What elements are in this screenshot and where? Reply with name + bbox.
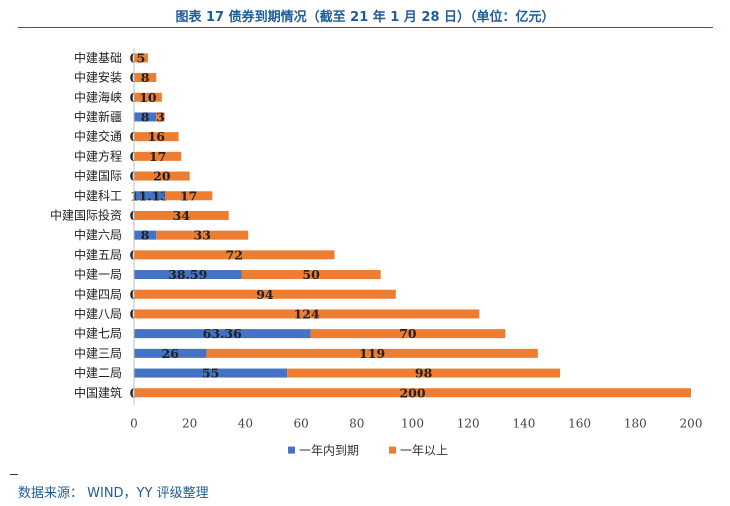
bar-over-one-year (134, 388, 691, 398)
bar-over-one-year (310, 329, 506, 339)
x-tick-label: 20 (182, 417, 197, 431)
bar-within-one-year (134, 368, 288, 378)
data-label: 26 (162, 346, 180, 361)
data-label: 8 (141, 228, 150, 243)
x-tick-label: 200 (680, 417, 703, 431)
data-label: 63.36 (203, 326, 242, 341)
bar-within-one-year (134, 191, 165, 201)
data-label: 124 (294, 306, 320, 321)
category-label: 中建四局 (74, 286, 122, 301)
x-tick-label: 80 (349, 417, 364, 431)
bar-within-one-year (134, 230, 157, 240)
data-label: 119 (359, 346, 385, 361)
x-tick-label: 0 (130, 417, 138, 431)
category-label: 中建五局 (74, 247, 122, 262)
data-label: 8 (141, 109, 150, 124)
category-label: 中建二局 (74, 365, 122, 380)
bar-over-one-year (134, 132, 179, 142)
x-tick-label: 40 (238, 417, 253, 431)
data-label: 98 (415, 366, 433, 381)
bar-chart: 中建基础05中建安装08中建海峡010中建新疆83中建交通016中建方程017中… (50, 48, 703, 458)
bar-over-one-year (134, 250, 335, 260)
category-label: 中国建筑 (74, 385, 122, 400)
bar-over-one-year (134, 53, 148, 63)
category-label: 中建新疆 (74, 109, 122, 124)
bar-over-one-year (156, 230, 249, 240)
bar-over-one-year (206, 348, 538, 358)
category-label: 中建科工 (74, 188, 122, 203)
footnote-divider (10, 474, 18, 475)
category-label: 中建安装 (74, 70, 122, 85)
data-label: 17 (180, 188, 197, 203)
data-label: 17 (149, 149, 166, 164)
chart-title: 图表 17 债券到期情况（截至 21 年 1 月 28 日）（单位：亿元） (175, 10, 555, 25)
bar-over-one-year (134, 92, 162, 102)
category-label: 中建一局 (74, 267, 122, 282)
legend-swatch-within (288, 446, 295, 454)
bar-over-one-year (164, 191, 213, 201)
data-label: 33 (194, 228, 211, 243)
bar-over-one-year (134, 309, 480, 319)
category-label: 中建交通 (74, 129, 122, 144)
data-label: 8 (141, 70, 150, 85)
legend-swatch-over (389, 446, 396, 454)
bar-over-one-year (156, 112, 165, 122)
bar-over-one-year (134, 210, 229, 220)
bar-within-one-year (134, 112, 157, 122)
data-label: 34 (173, 208, 191, 223)
category-label: 中建海峡 (74, 89, 122, 104)
x-tick-label: 160 (568, 417, 591, 431)
data-label: 55 (202, 366, 219, 381)
x-tick-label: 140 (512, 417, 535, 431)
bar-over-one-year (134, 151, 182, 161)
data-label: 20 (153, 169, 171, 184)
data-label: 94 (256, 287, 274, 302)
category-label: 中建国际投资 (50, 207, 122, 222)
data-label: 50 (302, 267, 320, 282)
x-tick-label: 120 (457, 417, 480, 431)
category-label: 中建基础 (74, 50, 122, 65)
legend-label-over: 一年以上 (400, 444, 448, 458)
bar-within-one-year (134, 270, 242, 280)
title-divider (18, 27, 713, 28)
x-tick-label: 180 (624, 417, 647, 431)
data-label: 5 (137, 50, 146, 65)
x-tick-label: 60 (293, 417, 308, 431)
bar-over-one-year (134, 73, 157, 83)
category-label: 中建三局 (74, 345, 122, 360)
data-label: 11.13 (130, 188, 169, 203)
bar-over-one-year (287, 368, 561, 378)
data-label: 38.59 (168, 267, 207, 282)
category-label: 中建方程 (74, 148, 122, 163)
bar-within-one-year (134, 329, 311, 339)
bar-within-one-year (134, 348, 207, 358)
data-label: 70 (399, 326, 417, 341)
data-label: 3 (156, 109, 165, 124)
category-label: 中建七局 (74, 326, 122, 341)
legend-label-within: 一年内到期 (299, 444, 359, 458)
bar-over-one-year (134, 171, 190, 181)
data-label: 72 (226, 247, 243, 262)
category-label: 中建六局 (74, 227, 122, 242)
bar-over-one-year (134, 289, 396, 299)
source-note: 数据来源： WIND，YY 评级整理 (18, 486, 209, 501)
data-label: 10 (139, 90, 157, 105)
data-label: 200 (399, 385, 425, 400)
category-label: 中建国际 (74, 168, 122, 183)
category-label: 中建八局 (74, 306, 122, 321)
x-tick-label: 100 (401, 417, 424, 431)
bar-over-one-year (241, 270, 381, 280)
data-label: 16 (148, 129, 166, 144)
